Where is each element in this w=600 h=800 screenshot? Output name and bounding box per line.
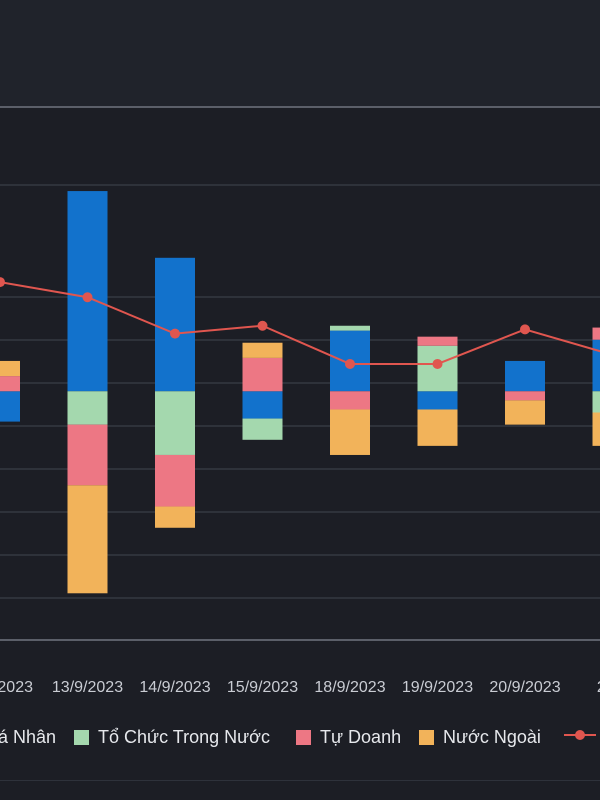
bar-segment (242, 357, 283, 392)
x-axis-ticks: 2023 13/9/2023 14/9/2023 15/9/2023 18/9/2023… (0, 679, 600, 696)
line-point (0, 277, 5, 288)
bar-segment (592, 391, 600, 413)
line-point (520, 324, 530, 335)
x-tick-label: 14/9/2023 (139, 679, 210, 696)
legend-swatch (296, 730, 311, 745)
x-tick-label: 21/9 (597, 679, 600, 696)
legend-item-nuoc-ngoai[interactable]: Nước Ngoài (419, 727, 541, 748)
line-point (82, 292, 93, 303)
bar-segment (155, 391, 195, 455)
bar-segment (417, 409, 458, 446)
legend-label: Tự Doanh (320, 727, 402, 747)
bars (0, 191, 600, 594)
bar-segment (505, 391, 545, 401)
x-tick-label: 18/9/2023 (314, 679, 385, 696)
bar-segment (330, 409, 370, 455)
bottom-divider (0, 780, 600, 781)
bar-segment (242, 391, 283, 419)
bar-segment (155, 454, 195, 507)
line-point (257, 320, 268, 331)
bar-segment (67, 424, 108, 486)
bar-segment (592, 412, 600, 446)
legend-swatch (419, 730, 434, 745)
bar-segment (155, 506, 195, 528)
legend-label: á Nhân (0, 727, 57, 747)
legend-label: Nước Ngoài (443, 727, 541, 747)
bar-segment (67, 391, 108, 425)
legend: á Nhân Tổ Chức Trong Nước Tự Doanh Nước … (0, 727, 600, 755)
bar-segment (242, 342, 283, 358)
line-series (0, 277, 600, 369)
bar-segment (67, 191, 108, 392)
legend-line-swatch (564, 727, 596, 742)
bar-segment (155, 257, 195, 392)
legend-item-tu-doanh[interactable]: Tự Doanh (296, 727, 401, 748)
chart: 2023 13/9/2023 14/9/2023 15/9/2023 18/9/2023… (0, 184, 600, 696)
legend-item-to-chuc-trong-nuoc[interactable]: Tổ Chức Trong Nước (74, 727, 270, 748)
line-path (0, 281, 600, 365)
bar-segment (417, 336, 458, 346)
line-point (345, 358, 355, 369)
line-point (170, 328, 180, 339)
legend-swatch (74, 730, 89, 745)
x-tick-label: 15/9/2023 (227, 679, 298, 696)
line-point (432, 358, 443, 369)
legend-item-ca-nhan[interactable]: á Nhân (0, 727, 56, 748)
x-tick-label: 20/9/2023 (489, 679, 560, 696)
bar-segment (0, 391, 20, 422)
bar-segment (592, 327, 600, 340)
legend-item-line-series[interactable] (564, 727, 600, 742)
x-tick-label: 19/9/2023 (402, 679, 473, 696)
bar-segment (505, 400, 545, 425)
x-tick-label: 13/9/2023 (52, 679, 123, 696)
bar-segment (505, 360, 545, 392)
x-tick-label: 2023 (0, 679, 33, 696)
bar-segment (0, 360, 20, 377)
bar-segment (592, 339, 600, 392)
legend-label: Tổ Chức Trong Nước (98, 727, 270, 747)
bar-segment (417, 391, 458, 410)
bar-segment (330, 325, 370, 331)
bar-segment (242, 418, 283, 440)
bar-segment (0, 376, 20, 392)
top-panel (0, 0, 600, 108)
bar-segment (67, 485, 108, 594)
bar-segment (330, 391, 370, 410)
